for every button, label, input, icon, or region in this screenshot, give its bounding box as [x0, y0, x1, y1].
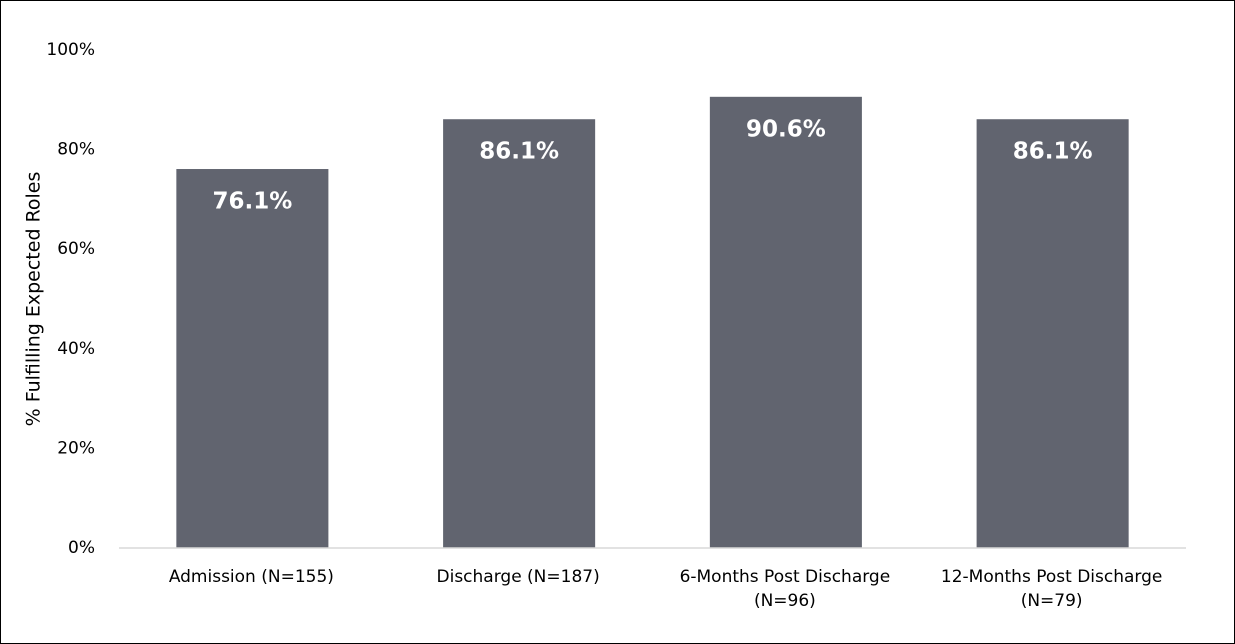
- bar: [976, 119, 1129, 549]
- x-tick-label: Admission (N=155): [168, 567, 334, 587]
- y-tick-label: 20%: [57, 438, 95, 458]
- y-tick-label: 0%: [68, 538, 95, 558]
- value-label: 76.1%: [212, 189, 292, 215]
- y-tick-label: 40%: [57, 339, 95, 359]
- bar: [443, 119, 596, 549]
- x-tick-label: 6-Months Post Discharge (N=96): [679, 567, 891, 611]
- y-tick-label: 60%: [57, 239, 95, 259]
- y-tick-label: 100%: [46, 40, 95, 60]
- value-label: 86.1%: [1013, 139, 1093, 165]
- y-axis-label: % Fulfilling Expected Roles: [23, 172, 45, 427]
- y-tick-label: 80%: [57, 140, 95, 160]
- x-tick-label: 12-Months Post Discharge (N=79): [940, 567, 1163, 611]
- value-label: 90.6%: [746, 116, 826, 142]
- x-tick-label: Discharge (N=187): [436, 567, 600, 587]
- bar: [709, 96, 862, 548]
- bar: [176, 169, 329, 548]
- value-label: 86.1%: [479, 139, 559, 165]
